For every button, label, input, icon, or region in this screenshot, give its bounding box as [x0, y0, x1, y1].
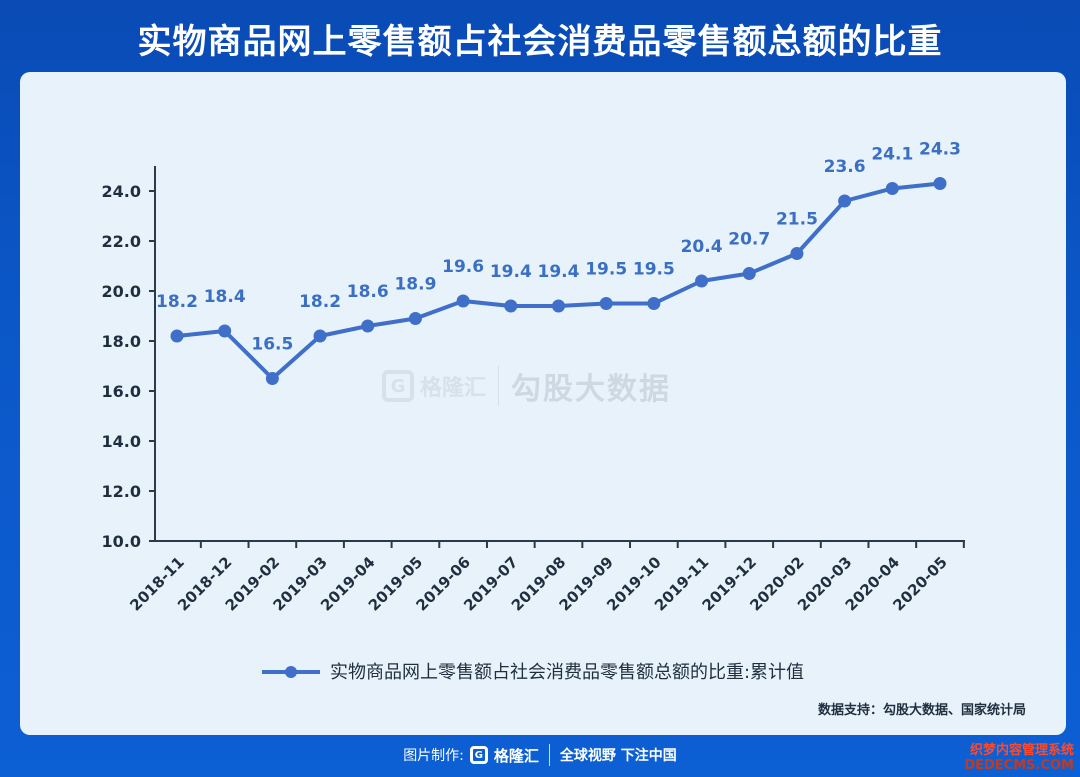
data-point [361, 319, 375, 333]
legend-dot-marker [285, 666, 297, 678]
corner-watermark: 织梦内容管理系统 DEDECMS.COM [964, 743, 1074, 773]
watermark-brand: 格隆汇 [420, 376, 487, 401]
watermark-logo-icon: G [382, 370, 414, 402]
y-tick-label: 22.0 [102, 232, 141, 251]
data-label: 24.3 [919, 140, 961, 160]
footer-slogan: 全球视野 下注中国 [559, 748, 677, 764]
chart-axes [154, 166, 965, 542]
footer-divider [548, 744, 550, 766]
data-point [790, 247, 804, 260]
data-point [695, 274, 709, 288]
data-label: 19.6 [442, 257, 484, 277]
footer-prefix: 图片制作: [403, 748, 464, 764]
data-point [933, 177, 947, 190]
y-tick-label: 14.0 [102, 432, 141, 451]
data-point [170, 329, 184, 343]
y-tick-label: 16.0 [102, 382, 141, 401]
legend-label: 实物商品网上零售额占社会消费品零售额总额的比重:累计值 [330, 662, 804, 683]
data-label: 19.5 [585, 260, 627, 280]
data-point [313, 329, 327, 343]
source-note: 数据支持：勾股大数据、国家统计局 [817, 703, 1026, 718]
corner-line2: DEDECMS.COM [964, 758, 1074, 773]
chart-panel: G 格隆汇 勾股大数据 10.0 12.0 14.0 16.0 18.0 20.0 22.0… [20, 72, 1066, 735]
y-tick-label: 24.0 [102, 182, 141, 201]
chart-title: 实物商品网上零售额占社会消费品零售额总额的比重 [137, 22, 943, 62]
data-label: 18.2 [156, 292, 198, 312]
watermark-divider [498, 366, 500, 406]
data-label: 18.6 [347, 282, 389, 302]
data-point [838, 194, 852, 208]
data-point [885, 182, 899, 195]
data-points [170, 177, 947, 385]
data-labels: 18.2 18.416.518.2 18.6 18.919.6 19.4 19.4 19.5… [156, 140, 961, 355]
footer-brand: 格隆汇 [493, 746, 539, 765]
data-point [408, 312, 422, 325]
data-point [456, 294, 470, 308]
data-label: 24.1 [871, 145, 913, 165]
data-label: 20.4 [681, 237, 723, 257]
y-tick-label: 10.0 [102, 532, 141, 551]
data-label: 20.7 [728, 230, 770, 250]
legend: 实物商品网上零售额占社会消费品零售额总额的比重:累计值 [262, 662, 804, 683]
watermark-text: 勾股大数据 [511, 372, 672, 407]
data-label: 18.2 [299, 292, 341, 312]
data-point [552, 299, 565, 313]
data-label: 16.5 [251, 335, 293, 355]
y-axis-ticks: 10.0 12.0 14.0 16.0 18.0 20.0 22.0 24.0 [102, 182, 155, 551]
data-label: 19.4 [538, 262, 580, 282]
data-point [265, 372, 279, 385]
line-chart: 10.0 12.0 14.0 16.0 18.0 20.0 22.0 24.0 2018-11… [102, 140, 965, 683]
y-tick-label: 12.0 [102, 482, 141, 501]
data-point [504, 299, 518, 313]
watermark: G 格隆汇 勾股大数据 [382, 364, 671, 408]
data-point [218, 324, 232, 338]
corner-line1: 织梦内容管理系统 [969, 743, 1074, 758]
footer: 图片制作: G 格隆汇 全球视野 下注中国 [0, 740, 1080, 770]
data-label: 18.4 [204, 287, 246, 307]
data-point [742, 267, 756, 280]
data-label: 19.5 [633, 260, 675, 280]
y-tick-label: 20.0 [102, 282, 141, 301]
data-point [647, 297, 661, 310]
data-label: 23.6 [824, 157, 866, 177]
data-point [599, 297, 613, 310]
y-tick-label: 18.0 [102, 332, 141, 351]
x-axis-ticks: 2018-112018-122019-022019-032019-042019-… [126, 541, 965, 615]
footer-logo-icon: G [469, 746, 488, 764]
data-label: 19.4 [490, 262, 532, 282]
data-label: 18.9 [394, 275, 436, 295]
data-label: 21.5 [776, 210, 818, 230]
